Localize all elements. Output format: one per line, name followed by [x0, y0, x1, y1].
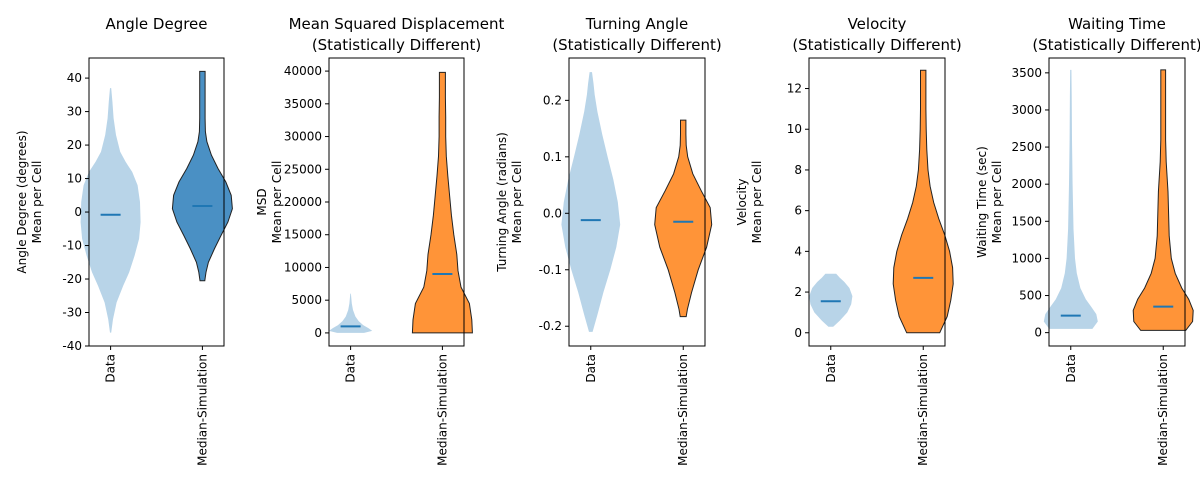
chart-title: Mean Squared Displacement [289, 15, 505, 33]
y-axis-label: Mean per Cell [270, 161, 284, 244]
y-axis-label: MSD [255, 188, 269, 215]
axes-frame [1048, 57, 1186, 347]
chart-title: Waiting Time [1068, 15, 1166, 33]
x-tick-label: Data [104, 354, 118, 383]
y-axis-label: Mean per Cell [990, 161, 1004, 244]
y-axis-label: Mean per Cell [750, 161, 764, 244]
y-axis-label: Angle Degree (degrees) [15, 130, 29, 273]
chart-title: (Statistically Different) [1032, 36, 1200, 54]
y-axis-label: Waiting Time (sec) [975, 146, 989, 258]
y-axis-label: Velocity [735, 178, 749, 225]
y-tick-label: 3000 [1011, 103, 1042, 117]
y-tick-label: 30000 [284, 130, 322, 144]
violin-body [1043, 69, 1098, 329]
violin-body [892, 69, 954, 334]
y-tick-label: -0.2 [539, 319, 562, 333]
y-tick-label: 2000 [1011, 177, 1042, 191]
y-axis-label: Mean per Cell [510, 161, 524, 244]
y-tick-label: 35000 [284, 97, 322, 111]
y-tick-label: 0.1 [543, 150, 562, 164]
y-tick-label: 0 [314, 326, 322, 340]
violin-body [1132, 69, 1194, 331]
y-tick-label: 6 [794, 204, 802, 218]
y-tick-label: 4 [794, 244, 802, 258]
violin-body [654, 119, 713, 318]
chart-title: Velocity [848, 15, 907, 33]
y-tick-label: 5000 [291, 293, 322, 307]
y-tick-label: 40000 [284, 64, 322, 78]
violin-body [411, 71, 473, 334]
y-tick-label: 500 [1019, 289, 1042, 303]
y-tick-label: 12 [787, 82, 802, 96]
chart-panel: 0 5000 10000 15000 20000 25000 30000 35000 40000… [255, 15, 505, 466]
y-tick-label: 10 [67, 172, 82, 186]
chart-title: Angle Degree [105, 15, 207, 33]
y-tick-label: 1500 [1011, 214, 1042, 228]
chart-title: (Statistically Different) [552, 36, 721, 54]
x-tick-label: Median-Simulation [195, 354, 209, 466]
chart-panel: 0 2 4 6 8 10 12 Data Median-Simulation Velocity (S… [735, 15, 962, 466]
violin-body [809, 273, 853, 327]
x-tick-label: Median-Simulation [676, 354, 690, 466]
chart-panel: 0 500 1000 1500 2000 2500 3000 3500 Data Median-S… [975, 15, 1200, 466]
chart-panel: -40 -30 -20 -10 0 10 20 30 40 Data Median-Simulati… [15, 15, 233, 466]
y-tick-label: -10 [62, 239, 82, 253]
x-tick-label: Data [344, 354, 358, 383]
y-tick-label: 25000 [284, 162, 322, 176]
violin-body [80, 88, 141, 333]
y-tick-label: 10000 [284, 260, 322, 274]
y-tick-label: 15000 [284, 228, 322, 242]
y-tick-label: 3500 [1011, 66, 1042, 80]
violin-body [171, 70, 233, 282]
y-tick-label: 8 [794, 163, 802, 177]
x-tick-label: Median-Simulation [1156, 354, 1170, 466]
violin-body [329, 293, 373, 333]
axes-frame [568, 57, 706, 347]
y-tick-label: 1000 [1011, 251, 1042, 265]
y-axis-label: Mean per Cell [30, 161, 44, 244]
axes-frame [808, 57, 946, 347]
y-tick-label: 0 [794, 326, 802, 340]
y-tick-label: 40 [67, 71, 82, 85]
y-tick-label: 2500 [1011, 140, 1042, 154]
y-tick-label: 0 [74, 205, 82, 219]
x-tick-label: Median-Simulation [916, 354, 930, 466]
chart-title: Turning Angle [585, 15, 688, 33]
y-tick-label: 20 [67, 138, 82, 152]
y-tick-label: -20 [62, 272, 82, 286]
y-tick-label: 20000 [284, 195, 322, 209]
x-tick-label: Data [1064, 354, 1078, 383]
y-axis-label: Turning Angle (radians) [495, 132, 509, 273]
x-tick-label: Data [584, 354, 598, 383]
y-tick-label: 2 [794, 285, 802, 299]
y-tick-label: -30 [62, 306, 82, 320]
chart-title: (Statistically Different) [792, 36, 961, 54]
chart-title: (Statistically Different) [312, 36, 481, 54]
axes-frame [88, 57, 225, 347]
y-tick-label: -0.1 [539, 263, 562, 277]
y-tick-label: 10 [787, 122, 802, 136]
y-tick-label: 0.2 [543, 93, 562, 107]
x-tick-label: Data [824, 354, 838, 383]
y-tick-label: 0 [1034, 326, 1042, 340]
y-tick-label: 0.0 [543, 206, 562, 220]
y-tick-label: -40 [62, 339, 82, 353]
y-tick-label: 30 [67, 105, 82, 119]
chart-panel: -0.2 -0.1 0.0 0.1 0.2 Data Median-Simulation Tu… [495, 15, 722, 466]
x-tick-label: Median-Simulation [435, 354, 449, 466]
violin-body [561, 72, 621, 332]
